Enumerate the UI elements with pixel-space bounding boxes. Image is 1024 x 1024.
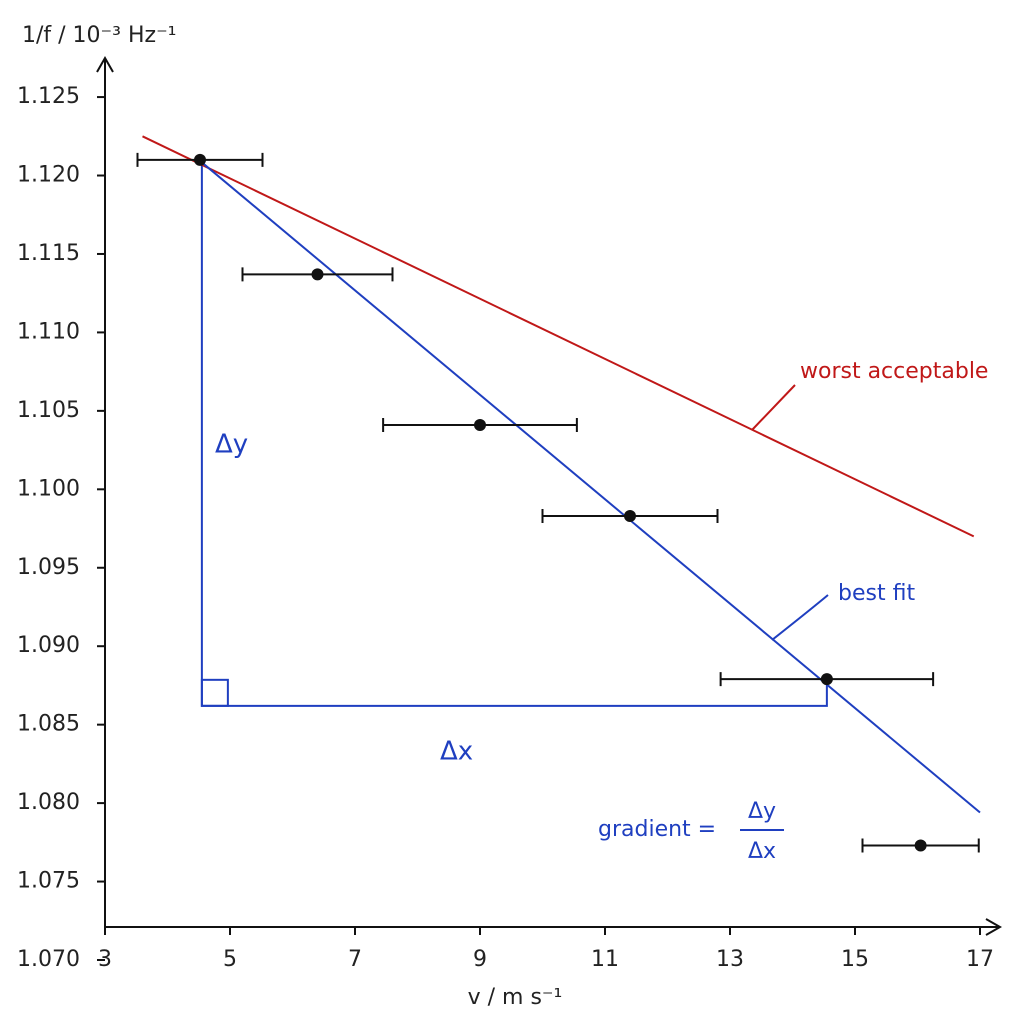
y-axis-label: 1/f / 10⁻³ Hz⁻¹ <box>22 23 177 48</box>
line-label: worst acceptable <box>800 359 988 384</box>
x-axis-label: v / m s⁻¹ <box>468 985 563 1010</box>
x-axis <box>105 918 1003 936</box>
y-tick-label: 1.085 <box>17 712 80 737</box>
x-tick-label: 9 <box>473 947 487 972</box>
y-tick-label: 1.115 <box>17 241 80 266</box>
data-point <box>474 418 486 431</box>
line-label: best fit <box>838 581 915 606</box>
y-tick-label: 1.095 <box>17 555 80 580</box>
fit-line <box>198 159 981 814</box>
gradient-label: gradient = <box>598 817 716 842</box>
y-tick-label: 1.100 <box>17 476 80 501</box>
data-point <box>311 268 324 281</box>
y-tick-label: 1.105 <box>17 398 80 423</box>
dx-label: Δx <box>440 737 473 767</box>
x-tick-label: 3 <box>98 947 112 972</box>
best-leader <box>771 594 829 641</box>
x-tick-label: 7 <box>348 947 362 972</box>
x-tick-label: 11 <box>591 947 619 972</box>
data-point <box>820 673 833 686</box>
data-point <box>914 839 927 852</box>
worst-leader <box>751 384 796 431</box>
data-point <box>194 153 206 166</box>
y-tick-label: 1.070 <box>17 947 80 972</box>
x-tick-label: 5 <box>223 947 237 972</box>
y-tick-label: 1.090 <box>17 633 80 658</box>
y-axis <box>96 55 114 935</box>
y-tick-label: 1.125 <box>17 84 80 109</box>
data-point <box>624 509 636 522</box>
dy-label: Δy <box>215 430 248 460</box>
y-tick-label: 1.120 <box>17 163 80 188</box>
fit-line <box>142 135 975 538</box>
x-tick-label: 13 <box>716 947 744 972</box>
x-tick-label: 15 <box>841 947 869 972</box>
x-tick-label: 17 <box>966 947 994 972</box>
y-tick-label: 1.075 <box>17 869 80 894</box>
y-tick-label: 1.080 <box>17 790 80 815</box>
y-tick-label: 1.110 <box>17 319 80 344</box>
gradient-triangle <box>200 159 828 707</box>
right-angle <box>200 678 229 707</box>
gradient-denominator: Δx <box>748 839 776 864</box>
gradient-numerator: Δy <box>748 799 776 824</box>
